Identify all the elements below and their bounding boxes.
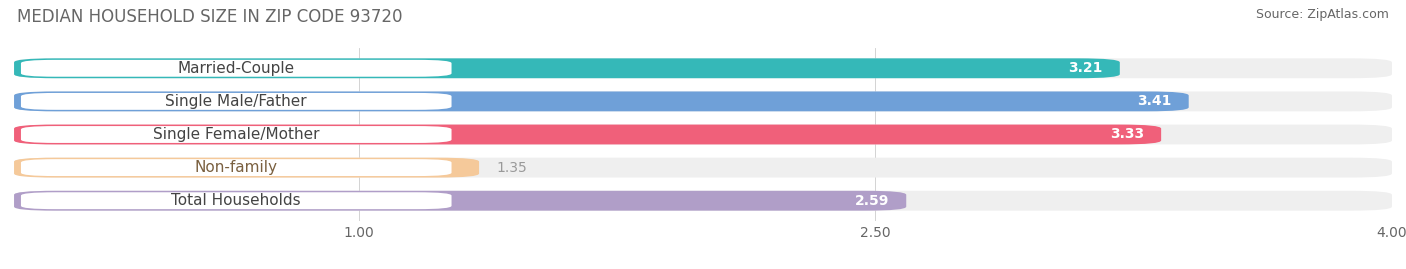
Text: 3.33: 3.33 xyxy=(1109,128,1144,141)
Text: Single Female/Mother: Single Female/Mother xyxy=(153,127,319,142)
Text: Single Male/Father: Single Male/Father xyxy=(166,94,307,109)
FancyBboxPatch shape xyxy=(14,91,1188,111)
FancyBboxPatch shape xyxy=(14,158,1392,178)
Text: 1.35: 1.35 xyxy=(496,161,527,175)
FancyBboxPatch shape xyxy=(14,191,1392,211)
FancyBboxPatch shape xyxy=(14,58,1392,78)
FancyBboxPatch shape xyxy=(14,125,1161,144)
FancyBboxPatch shape xyxy=(21,126,451,143)
FancyBboxPatch shape xyxy=(14,158,479,178)
FancyBboxPatch shape xyxy=(14,191,907,211)
Text: 3.41: 3.41 xyxy=(1137,94,1171,108)
Text: 2.59: 2.59 xyxy=(855,194,889,208)
Text: Non-family: Non-family xyxy=(195,160,278,175)
Text: Married-Couple: Married-Couple xyxy=(177,61,295,76)
Text: Total Households: Total Households xyxy=(172,193,301,208)
FancyBboxPatch shape xyxy=(14,125,1392,144)
Text: 3.21: 3.21 xyxy=(1069,61,1102,75)
FancyBboxPatch shape xyxy=(14,58,1119,78)
FancyBboxPatch shape xyxy=(21,60,451,77)
Text: MEDIAN HOUSEHOLD SIZE IN ZIP CODE 93720: MEDIAN HOUSEHOLD SIZE IN ZIP CODE 93720 xyxy=(17,8,402,26)
FancyBboxPatch shape xyxy=(21,159,451,176)
FancyBboxPatch shape xyxy=(21,93,451,110)
Text: Source: ZipAtlas.com: Source: ZipAtlas.com xyxy=(1256,8,1389,21)
FancyBboxPatch shape xyxy=(21,192,451,209)
FancyBboxPatch shape xyxy=(14,91,1392,111)
